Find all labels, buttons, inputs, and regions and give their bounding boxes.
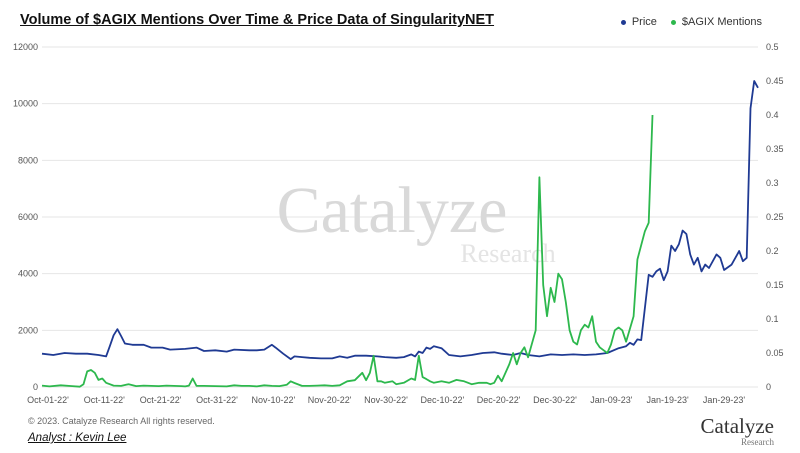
legend-marker-mentions: [670, 19, 676, 25]
series-line-price: [41, 80, 759, 361]
y-left-tick-6: 12000: [13, 42, 38, 52]
y-right-tick-2: 0.1: [766, 314, 779, 324]
y-left-tick-3: 6000: [18, 212, 38, 222]
series-line-mentions: [41, 114, 654, 388]
svg-text:Catalyze: Catalyze: [277, 174, 508, 247]
y-left-tick-5: 10000: [13, 99, 38, 109]
legend-item-price[interactable]: Price: [620, 16, 657, 28]
y-right-tick-9: 0.45: [766, 76, 784, 86]
x-tick-1: Oct-11-22': [84, 395, 125, 405]
x-tick-4: Nov-10-22': [251, 395, 295, 405]
y-right-tick-6: 0.3: [766, 178, 779, 188]
copyright-text: © 2023. Catalyze Research All rights res…: [28, 416, 215, 426]
x-tick-9: Dec-30-22': [533, 395, 577, 405]
chart-title: Volume of $AGIX Mentions Over Time & Pri…: [20, 12, 495, 28]
x-tick-3: Oct-31-22': [196, 395, 238, 405]
brand-name: Catalyze: [700, 414, 774, 438]
x-tick-5: Nov-20-22': [308, 395, 352, 405]
analyst-credit: Analyst : Kevin Lee: [28, 432, 127, 444]
y-right-tick-7: 0.35: [766, 144, 784, 154]
x-tick-10: Jan-09-23': [590, 395, 633, 405]
y-right-tick-1: 0.05: [766, 348, 784, 358]
legend-label-mentions: $AGIX Mentions: [681, 16, 762, 28]
x-tick-8: Dec-20-22': [477, 395, 521, 405]
series-lines: [41, 80, 759, 388]
y-axis-right-ticks: 0 0.05 0.1 0.15 0.2 0.25 0.3 0.35 0.4 0.45 0.5: [766, 42, 784, 392]
legend-item-mentions[interactable]: $AGIX Mentions: [670, 16, 762, 28]
x-tick-2: Oct-21-22': [140, 395, 182, 405]
x-axis-ticks: Oct-01-22' Oct-11-22' Oct-21-22' Oct-31-22'…: [27, 395, 745, 405]
legend: Price $AGIX Mentions: [620, 16, 762, 28]
y-left-tick-0: 0: [33, 382, 38, 392]
x-tick-11: Jan-19-23': [647, 395, 690, 405]
y-left-tick-4: 8000: [18, 155, 38, 165]
gridlines: [42, 46, 758, 388]
y-right-tick-8: 0.4: [766, 110, 779, 120]
y-left-tick-2: 4000: [18, 269, 38, 279]
brand-logo: Catalyze Research: [701, 416, 774, 447]
y-right-tick-10: 0.5: [766, 42, 779, 52]
y-left-tick-1: 2000: [18, 325, 38, 335]
brand-sub: Research: [741, 437, 774, 447]
x-tick-6: Nov-30-22': [364, 395, 408, 405]
y-right-tick-4: 0.2: [766, 246, 779, 256]
x-tick-7: Dec-10-22': [420, 395, 464, 405]
legend-label-price: Price: [631, 16, 657, 28]
x-tick-0: Oct-01-22': [27, 395, 69, 405]
watermark: Catalyze Research: [277, 174, 556, 268]
svg-text:Research: Research: [460, 239, 555, 268]
y-right-tick-5: 0.25: [766, 212, 784, 222]
y-axis-left-ticks: 0 2000 4000 6000 8000 10000 12000: [13, 42, 38, 392]
x-tick-12: Jan-29-23': [703, 395, 746, 405]
legend-marker-price: [620, 19, 626, 25]
y-right-tick-3: 0.15: [766, 280, 784, 290]
y-right-tick-0: 0: [766, 382, 771, 392]
